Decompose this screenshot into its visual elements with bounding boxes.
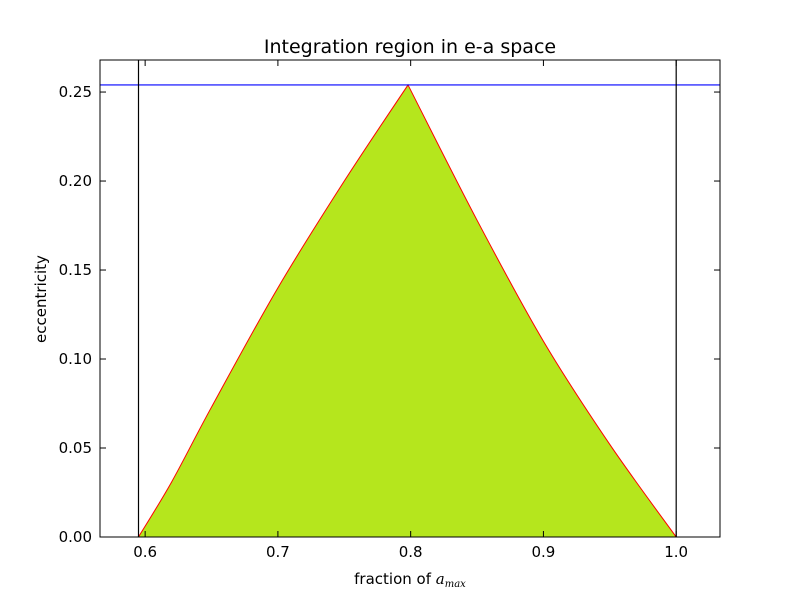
y-tick-label: 0.10 bbox=[59, 350, 92, 368]
y-tick-label: 0.00 bbox=[59, 528, 92, 546]
x-axis-label-math: a bbox=[436, 570, 445, 588]
x-tick-label: 0.9 bbox=[531, 543, 555, 561]
integration-region-fill bbox=[138, 84, 677, 537]
x-tick-label: 0.8 bbox=[399, 543, 423, 561]
x-axis-label-text: fraction of bbox=[354, 570, 436, 588]
x-axis-label-math-sub: max bbox=[445, 579, 466, 590]
x-tick-label: 1.0 bbox=[664, 543, 688, 561]
y-tick-label: 0.05 bbox=[59, 439, 92, 457]
x-tick-label: 0.6 bbox=[133, 543, 157, 561]
plot-area: 0.6 0.7 0.8 0.9 1.0 0.00 0.05 0.10 0.15 0.20 0.25 bbox=[59, 59, 721, 561]
plot-frame bbox=[99, 59, 721, 538]
y-axis-label: eccentricity bbox=[32, 255, 50, 343]
chart-title: Integration region in e-a space bbox=[264, 36, 556, 58]
y-tick-label: 0.20 bbox=[59, 172, 92, 190]
region-boundary-line bbox=[138, 83, 677, 537]
y-tick-label: 0.15 bbox=[59, 261, 92, 279]
y-tick-label: 0.25 bbox=[59, 83, 92, 101]
x-tick-label: 0.7 bbox=[266, 543, 290, 561]
x-axis-label: fraction of amax bbox=[354, 570, 466, 590]
